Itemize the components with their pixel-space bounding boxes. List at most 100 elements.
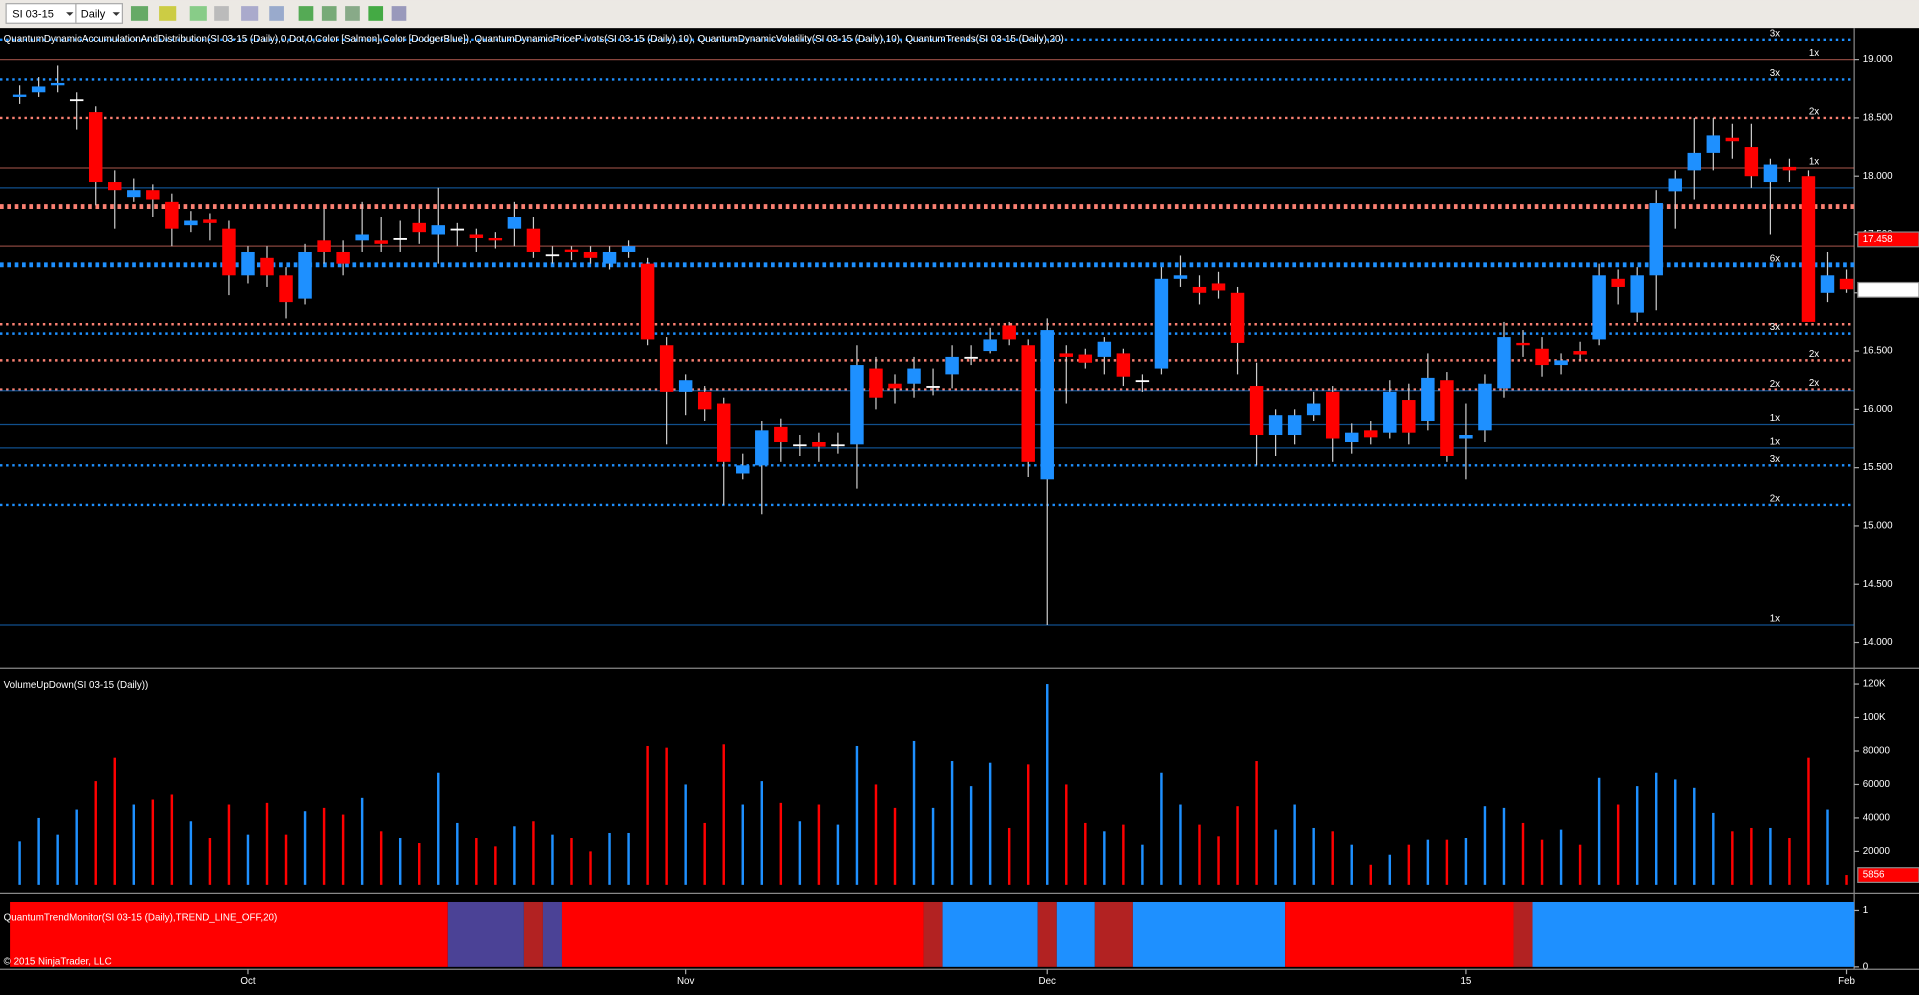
volume-bar xyxy=(1674,779,1677,885)
value-marker-label: 17.025 xyxy=(1863,284,1893,295)
volume-bar xyxy=(1750,827,1753,885)
dropdown-arrow xyxy=(112,12,120,16)
volume-bar xyxy=(1521,822,1525,885)
level-label: 3x xyxy=(1770,28,1780,39)
volume-bar xyxy=(1426,839,1430,885)
volume-bar xyxy=(1845,875,1848,885)
volume-bar xyxy=(265,802,269,885)
candle-body xyxy=(88,112,103,183)
candle-body xyxy=(1554,360,1568,366)
volume-bar xyxy=(398,837,402,885)
volume-bar xyxy=(1369,864,1372,885)
y-tick-label: 16.000 xyxy=(1863,404,1893,415)
x-tick-label: Nov xyxy=(677,976,695,987)
volume-bar xyxy=(1007,827,1011,885)
template-button[interactable] xyxy=(391,6,407,21)
volume-bar xyxy=(56,834,59,885)
candle-body xyxy=(697,391,712,410)
candle-body xyxy=(831,444,845,447)
y-tick-label: 100K xyxy=(1863,712,1886,723)
candle-body xyxy=(1763,164,1778,183)
volume-bar xyxy=(1769,827,1772,885)
interval[interactable]: Daily xyxy=(81,9,106,21)
volume-bar xyxy=(456,822,459,885)
trend-segment xyxy=(1094,901,1133,967)
trend-segment xyxy=(923,901,943,967)
volume-bar xyxy=(360,797,364,885)
draw-button[interactable] xyxy=(159,6,177,21)
volume-bar xyxy=(170,794,174,885)
candle-body xyxy=(1497,337,1511,389)
volume-bar xyxy=(208,837,212,885)
candle-body xyxy=(184,220,198,226)
chart-trader-button[interactable] xyxy=(345,6,360,21)
candle-body xyxy=(450,228,465,231)
candle-body xyxy=(1345,432,1359,443)
y-tick-label: 1 xyxy=(1863,905,1868,916)
price-panel: 3x 1x 3x 2x 1x 6x 3x 2x 2x 2x 1x 1x 3x 2x 1x 14.000 14.5… xyxy=(0,28,1919,648)
strategy-button[interactable] xyxy=(214,6,229,21)
volume-bar xyxy=(874,784,878,885)
level-label: 2x xyxy=(1770,379,1780,390)
zoom-button[interactable] xyxy=(269,6,284,21)
candle-body xyxy=(1687,152,1702,171)
instrument[interactable]: SI 03-15 xyxy=(12,9,54,21)
volume-bar xyxy=(779,802,783,885)
candle-body xyxy=(793,444,807,447)
trend-panel: 01 xyxy=(10,901,1869,972)
candle-body xyxy=(545,254,560,257)
volume-bar xyxy=(950,761,954,885)
price-indicator-label: QuantumDynamicAccumulationAndDistributio… xyxy=(4,34,1064,45)
volume-bar xyxy=(1788,837,1791,885)
candle-body xyxy=(146,190,160,200)
candle-body xyxy=(1173,275,1188,279)
volume-bar xyxy=(513,826,516,885)
y-tick-label: 80000 xyxy=(1863,746,1891,757)
candle-body xyxy=(1725,137,1740,142)
order-button[interactable] xyxy=(368,6,384,21)
properties-button[interactable] xyxy=(298,6,314,21)
cursor-button[interactable] xyxy=(241,6,259,21)
y-tick-label: 14.000 xyxy=(1863,637,1893,648)
candle-body xyxy=(659,345,674,392)
candle-body xyxy=(1611,278,1625,287)
y-tick-label: 15.000 xyxy=(1863,521,1893,532)
volume-bar xyxy=(798,821,802,885)
level-label: 1x xyxy=(1770,413,1780,424)
volume-bar xyxy=(551,834,554,885)
x-tick-label: 15 xyxy=(1460,976,1471,987)
candle-body xyxy=(1402,400,1416,433)
volume-bar xyxy=(1103,831,1106,885)
volume-bar xyxy=(1693,787,1696,885)
candle-body xyxy=(1021,345,1035,462)
volume-bar xyxy=(437,772,440,885)
interval-dropdown[interactable] xyxy=(75,3,123,24)
y-tick-label: 120K xyxy=(1863,679,1886,690)
candle-body xyxy=(69,99,84,102)
value-marker-label: 5856 xyxy=(1863,870,1885,881)
candle-body xyxy=(222,228,236,276)
bar-type-button[interactable] xyxy=(130,6,149,21)
volume-bar xyxy=(189,821,193,885)
level-label: 6x xyxy=(1770,253,1780,264)
volume-bar xyxy=(893,807,897,885)
volume-panel: 20000 40000 60000 80000 100K 120K 5856 xyxy=(18,679,1919,885)
volume-bar xyxy=(646,745,649,885)
y-tick-label: 19.000 xyxy=(1863,54,1893,65)
volume-bar xyxy=(1312,827,1315,885)
indicator-button[interactable] xyxy=(189,6,207,21)
volume-bar xyxy=(1388,854,1392,885)
candle-body xyxy=(1839,278,1854,290)
candle-body xyxy=(241,251,255,276)
candle-body xyxy=(1268,415,1283,436)
volume-bar xyxy=(855,745,859,885)
volume-bar xyxy=(1084,822,1087,885)
candle-body xyxy=(755,430,769,466)
candle-body xyxy=(1516,342,1530,346)
volume-bar xyxy=(1179,804,1182,885)
volume-bar xyxy=(760,781,764,885)
trend-indicator-label: QuantumTrendMonitor(SI 03-15 (Daily),TRE… xyxy=(4,912,278,923)
data-box-button[interactable] xyxy=(321,6,337,21)
candle-body xyxy=(1002,325,1016,340)
candle-body xyxy=(1135,380,1150,383)
